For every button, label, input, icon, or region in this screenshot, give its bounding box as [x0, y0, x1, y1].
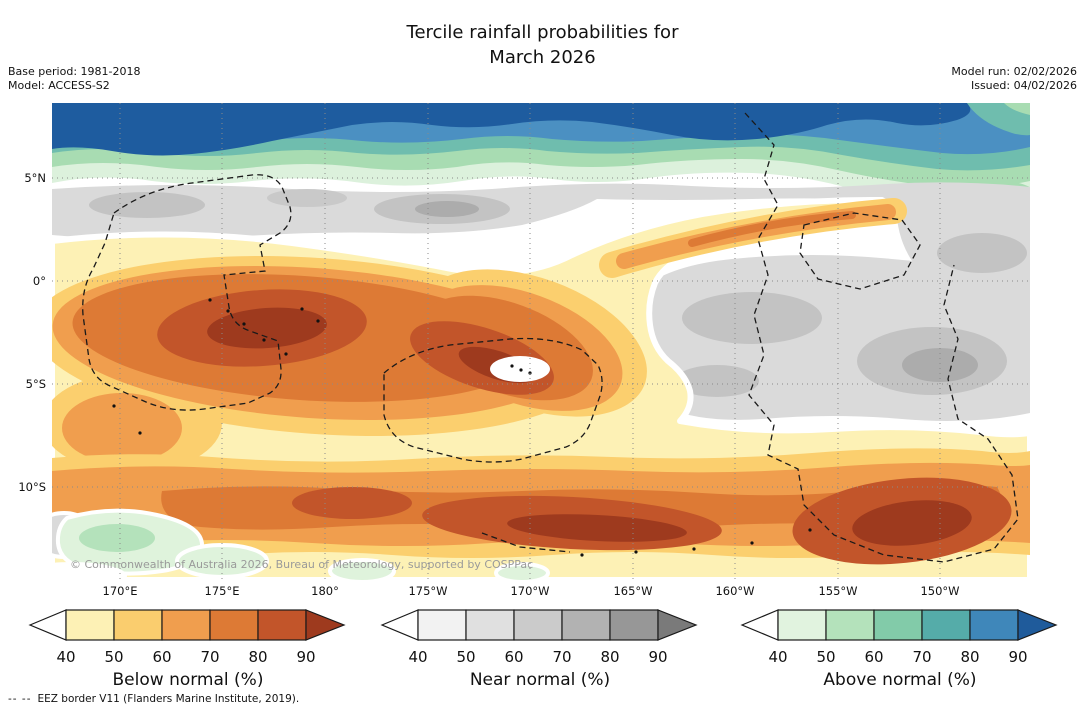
tick-label: 60 — [152, 648, 172, 666]
colorbar-segment — [777, 609, 827, 641]
tick-label: 60 — [504, 648, 524, 666]
colorbar-ticks: 40 50 60 70 80 90 — [740, 648, 1060, 668]
colorbar-segment — [921, 609, 971, 641]
colorbar-segment — [825, 609, 875, 641]
lon-label-180: 180° — [311, 584, 339, 598]
colorbar-segment — [113, 609, 163, 641]
colorbar-ticks: 40 50 60 70 80 90 — [380, 648, 700, 668]
tick-label: 50 — [104, 648, 124, 666]
lon-label-175e: 175°E — [204, 584, 240, 598]
colorbar-segment — [417, 609, 467, 641]
tick-label: 80 — [600, 648, 620, 666]
lon-label-150w: 150°W — [920, 584, 960, 598]
eez-footnote: -- -- EEZ border V11 (Flanders Marine Ins… — [8, 693, 299, 705]
lat-label-0: 0° — [32, 274, 46, 288]
colorbar-ticks: 40 50 60 70 80 90 — [28, 648, 348, 668]
colorbar-segment — [873, 609, 923, 641]
tick-label: 60 — [864, 648, 884, 666]
colorbar-right-arrow — [305, 609, 346, 641]
colorbar-right-arrow — [657, 609, 698, 641]
colorbar-left-arrow — [740, 609, 779, 641]
tick-label: 40 — [56, 648, 76, 666]
legend-below-normal: 40 50 60 70 80 90 Below normal (%) — [28, 606, 348, 690]
model-text: Model: ACCESS-S2 — [8, 79, 110, 92]
model-run-text: Model run: 02/02/2026 — [951, 65, 1077, 78]
tick-label: 70 — [912, 648, 932, 666]
colorbar-segment — [161, 609, 211, 641]
colorbar-right-arrow — [1017, 609, 1058, 641]
tick-label: 70 — [552, 648, 572, 666]
lat-label-5s: 5°S — [25, 377, 46, 391]
legend-title-near-normal: Near normal (%) — [469, 670, 611, 690]
meta-right: Model run: 02/02/2026 Issued: 04/02/2026 — [951, 65, 1077, 93]
colorbar-segment — [209, 609, 259, 641]
legend-title-above-normal: Above normal (%) — [823, 670, 977, 690]
base-period-text: Base period: 1981-2018 — [8, 65, 141, 78]
tick-label: 40 — [408, 648, 428, 666]
lon-label-155w: 155°W — [818, 584, 858, 598]
lon-label-165w: 165°W — [613, 584, 653, 598]
tick-label: 80 — [248, 648, 268, 666]
tick-label: 50 — [816, 648, 836, 666]
copyright-text: © Commonwealth of Australia 2026, Bureau… — [70, 558, 534, 571]
colorbar-segment — [257, 609, 307, 641]
eez-dash-swatch: -- -- — [8, 693, 32, 705]
colorbar-segment — [513, 609, 563, 641]
south-west-patches — [52, 508, 550, 580]
legend-near-normal: 40 50 60 70 80 90 Near normal (%) — [380, 606, 700, 690]
island-dots — [112, 298, 812, 557]
lon-label-160w: 160°W — [715, 584, 755, 598]
colorbar-segment — [609, 609, 659, 641]
below-normal-colorbar — [28, 609, 346, 641]
issued-text: Issued: 04/02/2026 — [970, 79, 1077, 92]
page-title: Tercile rainfall probabilities for March… — [0, 20, 1085, 70]
colorbar-segment — [465, 609, 515, 641]
tick-label: 50 — [456, 648, 476, 666]
eez-footnote-text: EEZ border V11 (Flanders Marine Institut… — [37, 693, 300, 705]
below-normal-regions — [52, 196, 1030, 580]
tick-label: 90 — [1008, 648, 1028, 666]
meta-left: Base period: 1981-2018 Model: ACCESS-S2 — [8, 65, 140, 93]
tick-label: 40 — [768, 648, 788, 666]
grid-lines — [52, 103, 1030, 580]
lat-label-10s: 10°S — [18, 480, 46, 494]
tick-label: 90 — [648, 648, 668, 666]
lon-label-170e: 170°E — [102, 584, 138, 598]
title-line2: March 2026 — [489, 47, 596, 68]
colorbar-segment — [561, 609, 611, 641]
lon-label-170w: 170°W — [510, 584, 550, 598]
tick-label: 70 — [200, 648, 220, 666]
title-line1: Tercile rainfall probabilities for — [406, 22, 679, 43]
colorbar-left-arrow — [28, 609, 67, 641]
eez-border-lines — [82, 112, 1019, 563]
tick-label: 90 — [296, 648, 316, 666]
tick-label: 80 — [960, 648, 980, 666]
above-normal-colorbar — [740, 609, 1058, 641]
near-normal-regions — [52, 182, 1030, 421]
legend-above-normal: 40 50 60 70 80 90 Above normal (%) — [740, 606, 1060, 690]
lon-label-175w: 175°W — [408, 584, 448, 598]
near-normal-colorbar — [380, 609, 698, 641]
colorbar-segment — [65, 609, 115, 641]
colorbar-segment — [969, 609, 1019, 641]
map-canvas — [52, 103, 1030, 580]
legend-title-below-normal: Below normal (%) — [112, 670, 264, 690]
lat-label-5n: 5°N — [24, 171, 46, 185]
colorbar-left-arrow — [380, 609, 419, 641]
